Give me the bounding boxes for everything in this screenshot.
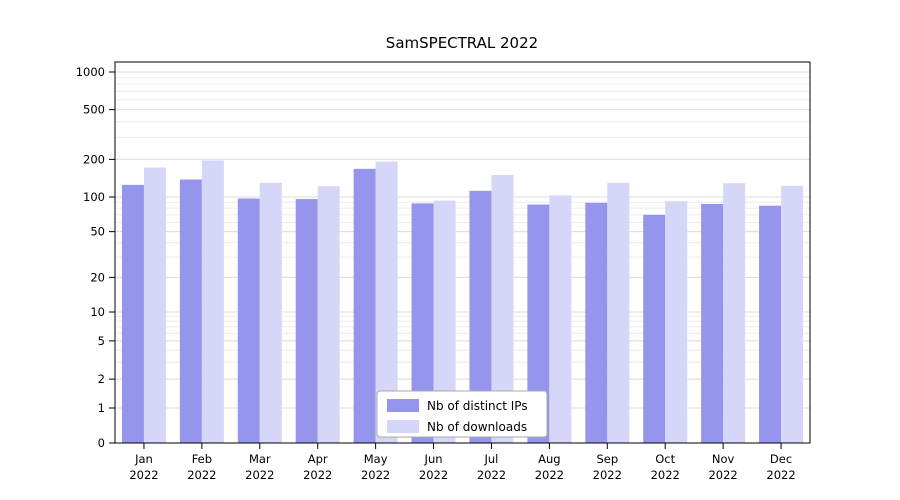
bar-ips-mar bbox=[237, 198, 260, 443]
x-tick-label: Jan 2022 bbox=[129, 452, 158, 482]
bar-ips-dec bbox=[759, 205, 782, 443]
x-tick-label: Feb 2022 bbox=[187, 452, 216, 482]
bar-downloads-mar bbox=[259, 182, 282, 443]
y-tick-label: 1000 bbox=[76, 65, 105, 79]
bar-downloads-jul bbox=[491, 174, 514, 443]
bar-downloads-sep bbox=[607, 182, 630, 443]
legend-box bbox=[376, 390, 548, 438]
y-tick-label: 200 bbox=[83, 152, 105, 166]
x-tick-label: Jun 2022 bbox=[419, 452, 448, 482]
y-tick-label: 5 bbox=[98, 334, 105, 348]
bar-ips-oct bbox=[643, 214, 666, 443]
bar-ips-apr bbox=[295, 199, 318, 443]
x-tick-label: Mar 2022 bbox=[245, 452, 274, 482]
x-tick-label: Nov 2022 bbox=[708, 452, 737, 482]
x-tick-label: Sep 2022 bbox=[593, 452, 622, 482]
x-tick-label: Oct 2022 bbox=[651, 452, 680, 482]
y-tick-label: 0 bbox=[98, 436, 105, 450]
y-tick-label: 20 bbox=[90, 270, 105, 284]
x-tick-label: Apr 2022 bbox=[303, 452, 332, 482]
legend-label-downloads: Nb of downloads bbox=[427, 420, 527, 434]
bar-downloads-jan bbox=[143, 167, 166, 443]
y-tick-label: 2 bbox=[98, 372, 105, 386]
x-tick-label: Jul 2022 bbox=[477, 452, 506, 482]
x-tick-label: Dec 2022 bbox=[766, 452, 795, 482]
legend-label-ips: Nb of distinct IPs bbox=[427, 399, 528, 413]
bar-ips-nov bbox=[701, 203, 724, 443]
bar-ips-aug bbox=[527, 204, 550, 443]
x-tick-label: May 2022 bbox=[361, 452, 390, 482]
axes: 0 1 2 5 10 20 50 100 200 500 1000 Jan 2022 Feb 2022 Mar… bbox=[76, 61, 811, 482]
plot-border bbox=[114, 61, 811, 444]
y-tick-label: 10 bbox=[90, 305, 105, 319]
bar-downloads-nov bbox=[723, 183, 746, 444]
y-tick-label: 500 bbox=[83, 103, 105, 117]
bar-downloads-jun bbox=[433, 200, 456, 443]
bar-downloads-feb bbox=[201, 160, 224, 443]
x-tick-label: Aug 2022 bbox=[535, 452, 564, 482]
bar-ips-jan bbox=[121, 184, 144, 444]
y-tick-label: 100 bbox=[83, 190, 105, 204]
bar-downloads-oct bbox=[665, 201, 688, 443]
bar-ips-feb bbox=[179, 179, 202, 443]
legend-swatch-downloads bbox=[387, 420, 419, 433]
bar-ips-may bbox=[353, 168, 376, 443]
bar-downloads-apr bbox=[317, 186, 340, 443]
bars bbox=[121, 160, 804, 444]
bar-ips-sep bbox=[585, 202, 608, 443]
legend: Nb of distinct IPs Nb of downloads bbox=[376, 390, 548, 438]
bar-downloads-aug bbox=[549, 195, 572, 443]
chart-title: SamSPECTRAL 2022 bbox=[386, 34, 538, 52]
bar-downloads-may bbox=[375, 161, 398, 443]
legend-swatch-ips bbox=[387, 399, 419, 412]
y-tick-label: 50 bbox=[90, 225, 105, 239]
y-tick-label: 1 bbox=[98, 401, 105, 415]
bar-downloads-dec bbox=[781, 185, 804, 444]
bar-ips-jul bbox=[469, 190, 492, 443]
bar-ips-jun bbox=[411, 203, 434, 443]
